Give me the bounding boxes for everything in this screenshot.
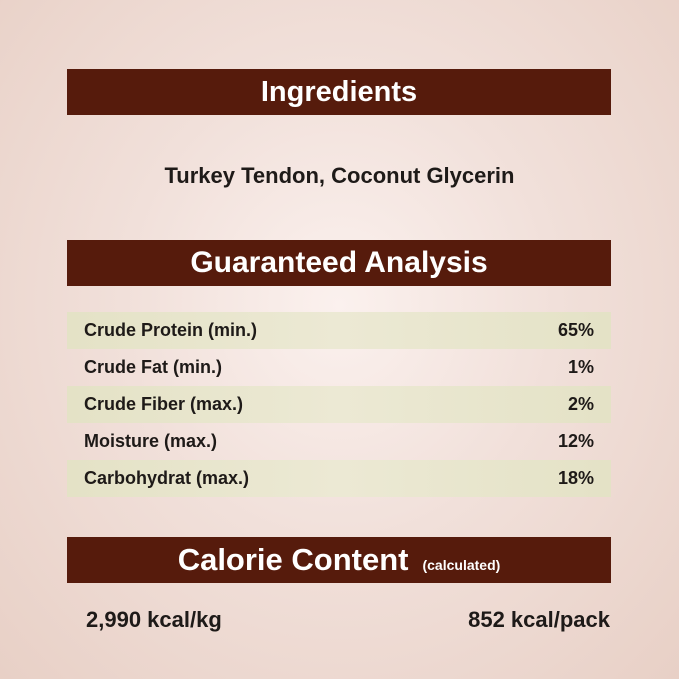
calorie-title: Calorie Content [177, 542, 409, 577]
ingredients-header: Ingredients [67, 69, 611, 115]
row-value: 2% [567, 394, 594, 414]
row-label: Moisture (max.) [84, 431, 218, 451]
analysis-header: Guaranteed Analysis [67, 240, 611, 286]
row-value: 65% [557, 320, 594, 340]
table-row: Carbohydrat (max.) 18% [67, 460, 611, 497]
analysis-title: Guaranteed Analysis [190, 246, 488, 279]
row-label: Crude Protein (min.) [84, 320, 258, 340]
ingredients-text: Turkey Tendon, Coconut Glycerin [164, 163, 515, 188]
table-row: Crude Fat (min.) 1% [67, 349, 611, 386]
row-value: 12% [557, 431, 594, 451]
calorie-subtitle: (calculated) [422, 557, 501, 573]
calories-per-kg: 2,990 kcal/kg [86, 607, 222, 632]
row-label: Crude Fiber (max.) [84, 394, 244, 414]
row-value: 1% [567, 357, 594, 377]
analysis-table: Crude Protein (min.) 65% Crude Fat (min.)… [67, 312, 611, 497]
row-label: Crude Fat (min.) [84, 357, 222, 377]
row-value: 18% [557, 468, 594, 488]
row-label: Carbohydrat (max.) [84, 468, 250, 488]
table-row: Crude Fiber (max.) 2% [67, 386, 611, 423]
calorie-header: Calorie Content (calculated) [67, 537, 611, 583]
calories-per-pack: 852 kcal/pack [468, 607, 610, 632]
table-row: Moisture (max.) 12% [67, 423, 611, 460]
table-row: Crude Protein (min.) 65% [67, 312, 611, 349]
ingredients-title: Ingredients [260, 75, 418, 108]
